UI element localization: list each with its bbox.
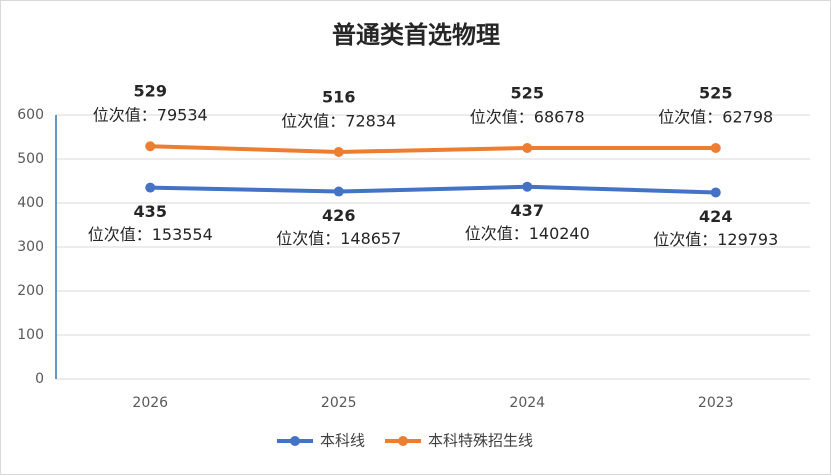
y-tick-label: 500 [17, 151, 44, 167]
rank-label: 位次值：68678 [470, 108, 585, 127]
series-point [710, 143, 721, 153]
legend-marker [398, 436, 409, 446]
series-point [145, 182, 156, 193]
rank-label: 位次值：140240 [465, 224, 590, 243]
series-line [148, 144, 718, 154]
y-tick-label: 100 [17, 327, 44, 343]
series-point [333, 186, 344, 197]
data-label: 426 [322, 206, 355, 225]
rank-label: 位次值：72834 [281, 111, 396, 130]
rank-label: 位次值：62798 [658, 108, 773, 127]
data-label: 525 [511, 84, 544, 103]
rank-label: 位次值：79534 [93, 106, 208, 125]
data-label: 424 [699, 207, 732, 226]
data-label: 529 [134, 82, 167, 101]
data-label: 437 [511, 201, 544, 220]
rank-label: 位次值：148657 [276, 229, 401, 248]
legend-marker [290, 436, 300, 446]
legend-label: 本科特殊招生线 [428, 432, 533, 450]
y-tick-label: 300 [17, 239, 44, 255]
series-point [145, 141, 156, 152]
y-tick-label: 600 [17, 107, 44, 123]
series-point [710, 187, 721, 198]
series-point [333, 146, 344, 157]
x-tick-label: 2023 [698, 395, 734, 411]
data-label: 516 [322, 87, 355, 106]
chart-title: 普通类首选物理 [332, 21, 500, 49]
rank-label: 位次值：129793 [653, 230, 778, 249]
x-tick-label: 2026 [132, 395, 168, 411]
data-label: 525 [699, 84, 732, 103]
y-tick-label: 400 [17, 195, 44, 211]
data-label: 435 [134, 202, 167, 221]
legend-label: 本科线 [320, 432, 365, 450]
y-tick-label: 200 [17, 283, 44, 299]
rank-label: 位次值：153554 [88, 225, 213, 244]
series-point [522, 181, 533, 192]
y-tick-label: 0 [35, 371, 44, 387]
series-point [522, 143, 533, 153]
series-line [148, 184, 718, 195]
x-tick-label: 2025 [321, 395, 357, 411]
x-tick-label: 2024 [509, 395, 545, 411]
